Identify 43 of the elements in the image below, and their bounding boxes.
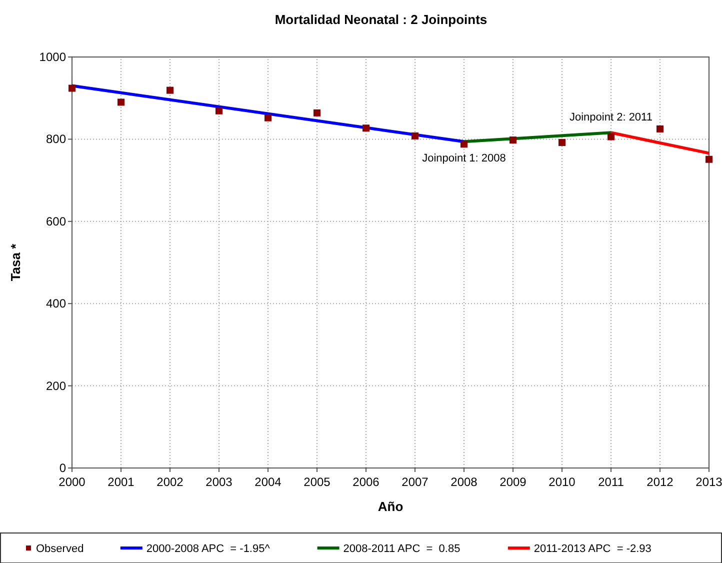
point [706, 156, 712, 163]
x-tick-label: 2000 [58, 475, 86, 489]
annotation: Joinpoint 2: 2011 [570, 112, 652, 124]
point [314, 109, 320, 116]
x-tick-label: 2002 [156, 475, 184, 489]
point [362, 124, 370, 132]
x-axis-title: Año [378, 499, 404, 514]
point [166, 86, 174, 94]
y-tick-label: 0 [59, 461, 66, 475]
x-tick-label: 2005 [304, 475, 331, 489]
y-axis-title: Tasa * [8, 242, 23, 282]
point [68, 84, 76, 92]
x-tick-label: 2006 [352, 475, 380, 489]
legend-label: Observed [36, 543, 84, 555]
x-tick-label: 2007 [402, 475, 429, 489]
y-tick-label: 600 [46, 214, 66, 228]
point [216, 107, 222, 114]
point [264, 114, 272, 122]
x-tick-label: 2010 [548, 475, 576, 489]
point [412, 132, 418, 140]
x-tick-label: 2004 [254, 475, 282, 489]
chart-title: Mortalidad Neonatal : 2 Joinpoints [274, 12, 488, 27]
legend-label: 2008-2011 APC = 0.85 [343, 543, 460, 555]
x-tick-label: 2012 [646, 475, 674, 489]
legend-label: 2011-2013 APC = -2.93 [534, 543, 652, 555]
x-tick-label: 2008 [450, 475, 478, 489]
legend-label: 2000-2008 APC = -1.95^ [146, 543, 271, 555]
point [656, 125, 664, 132]
point [118, 98, 124, 106]
point [460, 140, 468, 148]
x-tick-label: 2011 [598, 475, 624, 489]
y-tick-label: 200 [46, 378, 66, 393]
point [558, 138, 566, 146]
y-tick-label: 800 [46, 132, 66, 146]
annotation: Joinpoint 1: 2008 [422, 152, 506, 165]
point [608, 133, 614, 140]
x-tick-label: 2003 [206, 475, 233, 489]
y-tick-label: 400 [46, 296, 66, 311]
y-tick-label: 1000 [39, 50, 66, 64]
x-tick-label: 2001 [108, 475, 135, 489]
point [510, 136, 516, 144]
x-tick-label: 2009 [500, 475, 527, 489]
x-tick-label: 2013 [696, 475, 722, 489]
